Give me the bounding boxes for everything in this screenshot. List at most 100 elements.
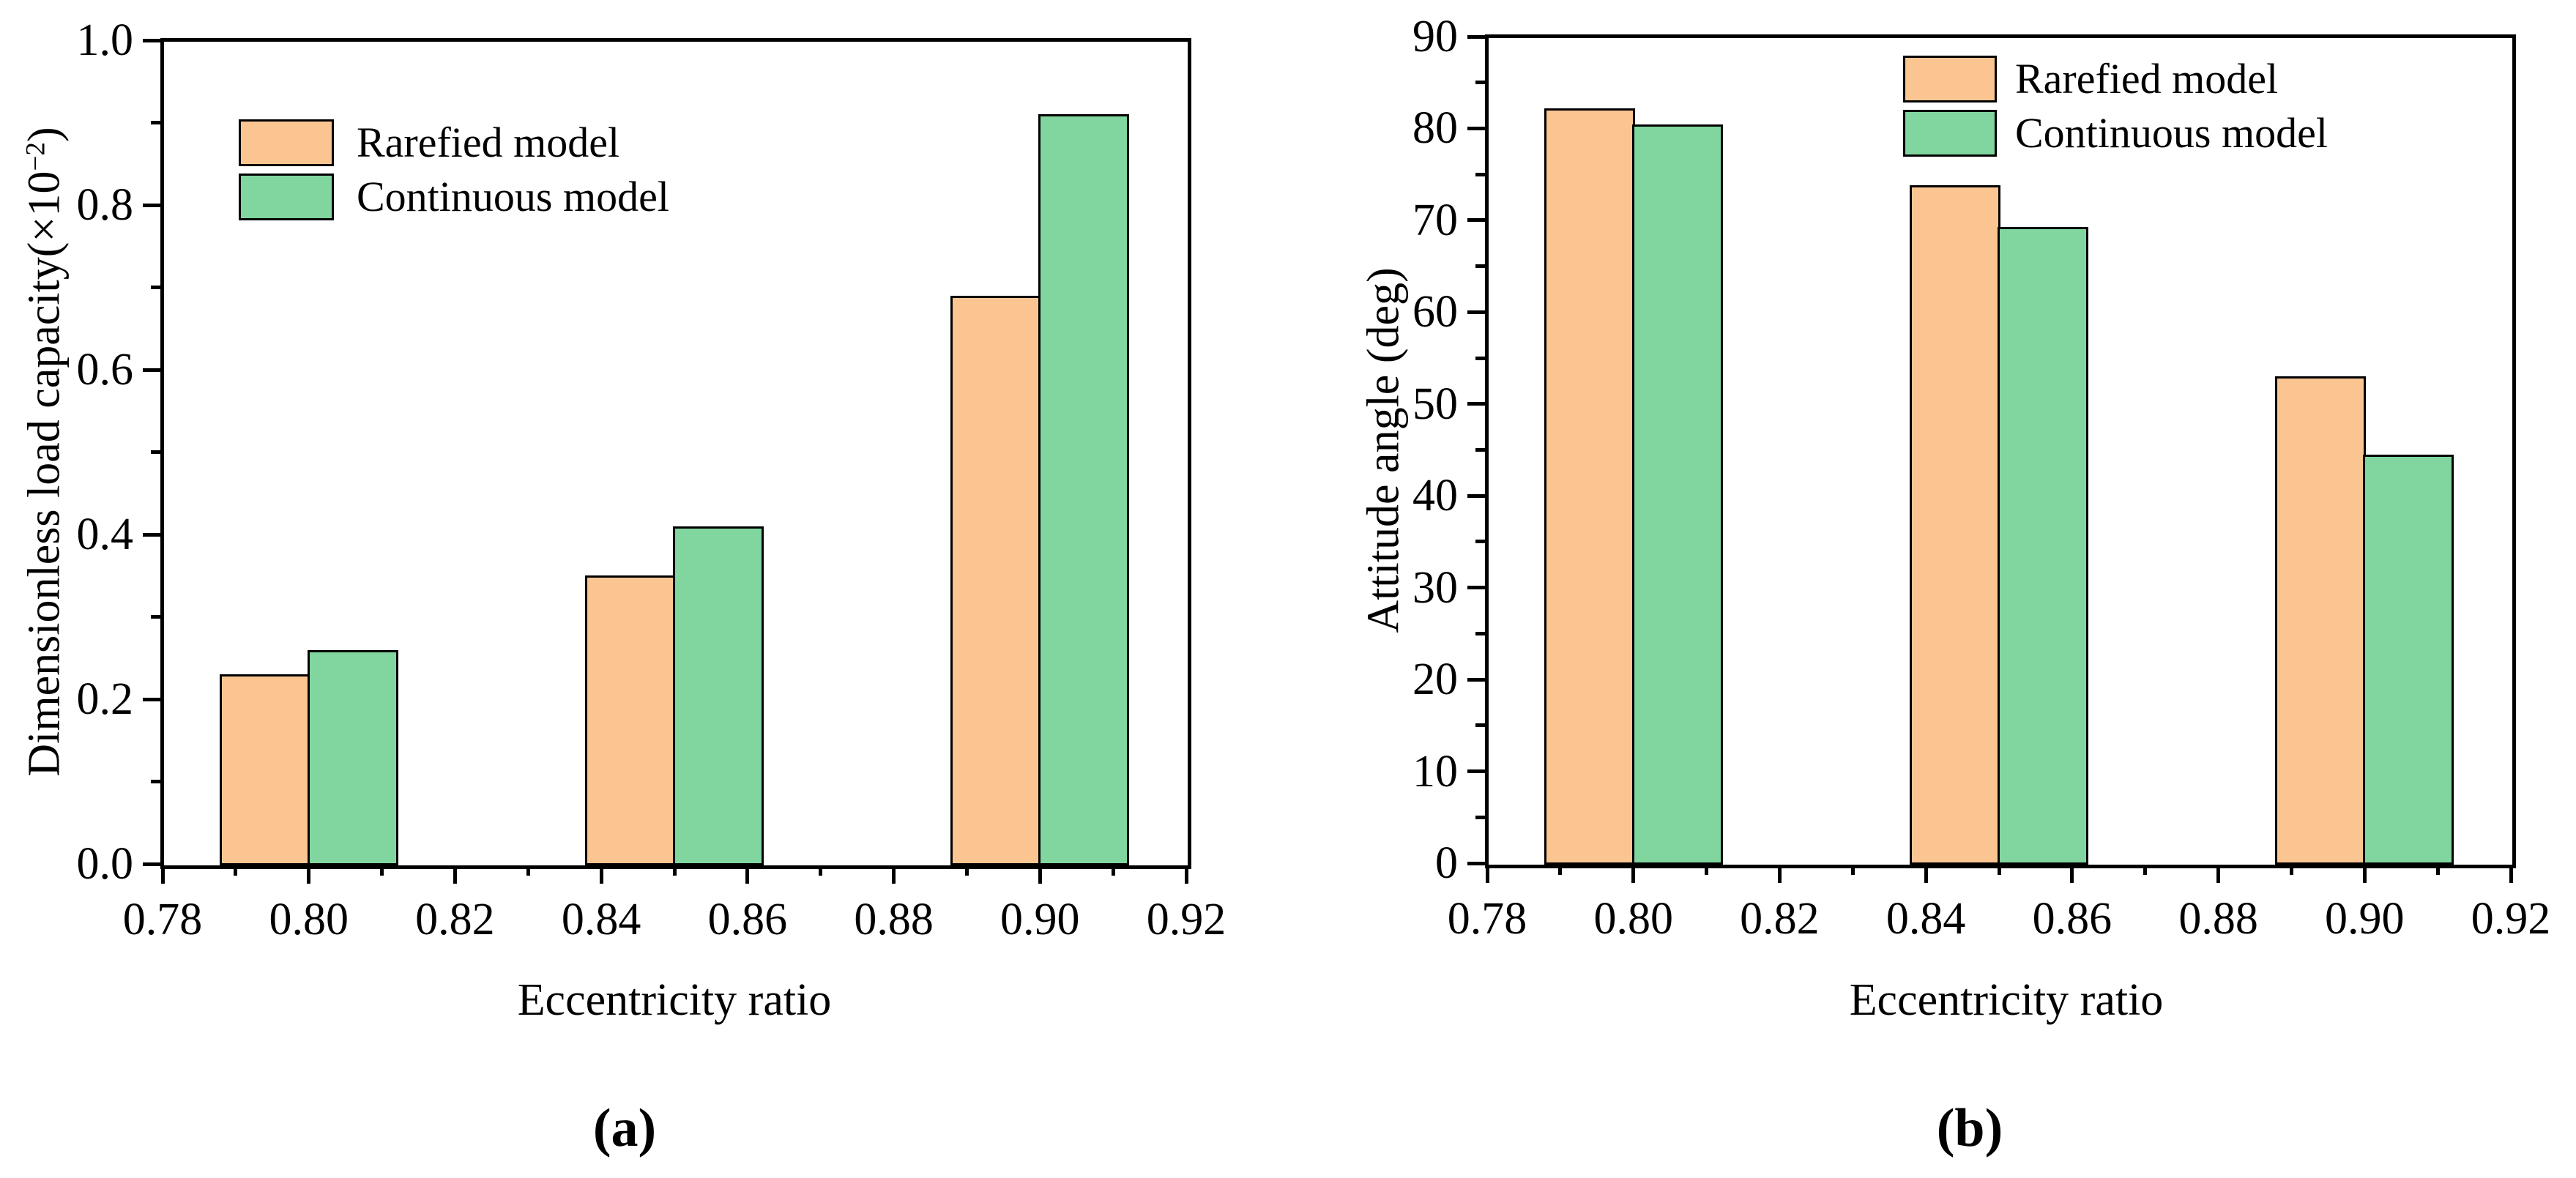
y-tick-label: 0.0 (76, 839, 134, 889)
x-tick-label: 0.84 (561, 895, 641, 944)
x-tick-label: 0.90 (2325, 894, 2405, 944)
x-major-tick (160, 866, 165, 884)
x-major-tick (2362, 865, 2367, 883)
x-major-tick (2070, 865, 2074, 883)
bar-rarefied-0.85 (1910, 185, 2000, 865)
y-tick-label: 80 (1412, 103, 1458, 154)
x-minor-tick (380, 866, 384, 876)
panel-caption-a: (a) (592, 1098, 657, 1158)
bar-rarefied-0.90 (2275, 376, 2367, 865)
x-minor-tick (2289, 865, 2293, 875)
x-axis-title-a: Eccentricity ratio (517, 975, 832, 1025)
y-major-tick (143, 862, 160, 866)
y-tick-label: 0.4 (76, 510, 134, 559)
x-axis-title-b: Eccentricity ratio (1849, 975, 2164, 1025)
x-tick-label: 0.88 (2178, 894, 2258, 944)
panel-caption-b: (b) (1936, 1098, 2003, 1158)
x-tick-label: 0.90 (1000, 895, 1080, 944)
y-tick-label: 30 (1412, 562, 1458, 613)
x-major-tick (892, 866, 896, 884)
y-tick-label: 0.6 (76, 345, 134, 395)
x-minor-tick (526, 866, 530, 876)
bar-rarefied-0.80 (219, 674, 310, 865)
x-tick-label: 0.82 (1740, 894, 1820, 944)
y-major-tick (143, 203, 160, 207)
bar-continuous-0.80 (307, 649, 398, 865)
y-tick-label: 0 (1435, 838, 1458, 888)
y-major-tick (143, 532, 160, 537)
y-major-tick (1467, 34, 1485, 39)
y-tick-label: 70 (1412, 195, 1458, 245)
bar-rarefied-0.90 (950, 295, 1042, 865)
y-major-tick (143, 38, 160, 42)
y-minor-tick (1475, 172, 1485, 176)
y-major-tick (143, 368, 160, 372)
y-major-tick (1467, 493, 1485, 498)
y-minor-tick (151, 615, 160, 619)
y-axis-title-a: Dimensionless load capacity(×10−2) (15, 40, 74, 864)
y-tick-label: 60 (1412, 287, 1458, 338)
y-minor-tick (151, 780, 160, 783)
x-minor-tick (1850, 865, 1855, 875)
x-major-tick (1777, 865, 1782, 883)
x-minor-tick (1997, 865, 2001, 875)
y-axis-title-a-superscript: −2 (21, 142, 51, 171)
x-minor-tick (2143, 865, 2148, 875)
y-tick-label: 0.2 (76, 674, 134, 724)
y-minor-tick (1475, 448, 1485, 452)
y-major-tick (1467, 677, 1485, 682)
y-major-tick (1467, 310, 1485, 314)
x-tick-label: 0.92 (1146, 895, 1226, 944)
x-major-tick (1184, 866, 1188, 884)
x-major-tick (2216, 865, 2221, 883)
y-minor-tick (1475, 540, 1485, 544)
legend-label-continuous: Continuous model (2015, 109, 2328, 157)
x-major-tick (453, 866, 457, 884)
x-tick-label: 0.82 (415, 895, 495, 944)
y-minor-tick (151, 121, 160, 124)
x-minor-tick (1558, 865, 1563, 875)
x-tick-label: 0.86 (707, 895, 788, 944)
y-minor-tick (1475, 356, 1485, 360)
x-minor-tick (234, 866, 238, 876)
legend-label-continuous: Continuous model (357, 173, 669, 220)
x-tick-label: 0.78 (1447, 894, 1527, 944)
y-minor-tick (1475, 81, 1485, 85)
x-minor-tick (1111, 866, 1115, 876)
legend-swatch-rarefied (239, 119, 334, 166)
y-minor-tick (151, 286, 160, 289)
x-minor-tick (2435, 865, 2440, 875)
x-tick-label: 0.80 (1593, 894, 1673, 944)
bar-continuous-0.85 (673, 526, 764, 865)
legend-swatch-continuous (1903, 110, 1997, 157)
y-minor-tick (1475, 723, 1485, 728)
legend-label-rarefied: Rarefied model (357, 119, 620, 166)
x-minor-tick (1705, 865, 1709, 875)
y-tick-label: 20 (1412, 655, 1458, 705)
legend-swatch-continuous (239, 174, 334, 220)
y-minor-tick (151, 450, 160, 454)
y-tick-label: 40 (1412, 471, 1458, 521)
legend-swatch-rarefied (1903, 56, 1997, 102)
y-tick-label: 0.8 (76, 180, 134, 230)
x-major-tick (1485, 865, 1489, 883)
x-major-tick (307, 866, 311, 884)
y-axis-title-a-close: ) (19, 127, 70, 143)
y-major-tick (143, 697, 160, 701)
bar-continuous-0.80 (1631, 124, 1723, 865)
x-major-tick (2509, 865, 2513, 883)
y-major-tick (1467, 218, 1485, 223)
y-tick-label: 50 (1412, 379, 1458, 429)
y-minor-tick (1475, 631, 1485, 635)
y-tick-label: 1.0 (76, 15, 134, 65)
x-minor-tick (819, 866, 823, 876)
y-axis-title-b: Attitude angle (deg) (1358, 267, 1409, 633)
bar-continuous-0.90 (1038, 114, 1130, 865)
x-minor-tick (964, 866, 969, 876)
x-major-tick (745, 866, 750, 884)
x-tick-label: 0.92 (2471, 894, 2551, 944)
y-major-tick (1467, 586, 1485, 590)
x-tick-label: 0.86 (2032, 894, 2112, 944)
y-major-tick (1467, 402, 1485, 406)
